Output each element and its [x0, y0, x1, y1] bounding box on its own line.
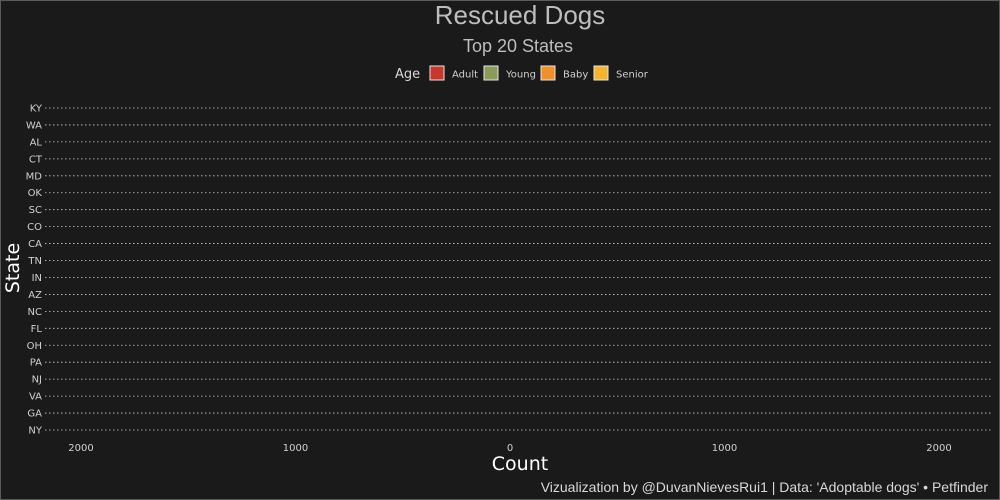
x-tick-4: 2000 — [926, 443, 951, 454]
y-tick-sc: SC — [29, 205, 42, 216]
y-tick-md: MD — [26, 171, 43, 182]
y-tick-in: IN — [32, 273, 42, 284]
x-tick-2: 0 — [507, 443, 513, 454]
y-tick-ca: CA — [28, 239, 42, 250]
y-tick-labels: KY WA AL CT MD OK SC CO CA TN IN AZ NC FL OH PA NJ VA GA NY — [26, 104, 43, 437]
legend-label-adult: Adult — [452, 70, 478, 81]
y-tick-al: AL — [30, 137, 43, 148]
legend-swatch-young — [483, 65, 499, 81]
x-tick-3: 1000 — [712, 443, 737, 454]
grid-layer — [45, 107, 993, 431]
y-tick-co: CO — [27, 222, 42, 233]
y-tick-ky: KY — [30, 104, 43, 115]
y-tick-nj: NJ — [32, 375, 42, 386]
y-tick-ga: GA — [27, 409, 42, 420]
chart-subtitle: Top 20 States — [463, 36, 573, 56]
legend-title: Age — [395, 67, 420, 82]
y-tick-oh: OH — [27, 341, 42, 352]
legend-label-senior: Senior — [616, 70, 649, 81]
y-tick-pa: PA — [30, 358, 42, 369]
chart-title: Rescued Dogs — [435, 0, 606, 30]
y-axis-title: State — [2, 243, 24, 293]
x-tick-labels: 2000 1000 0 1000 2000 — [68, 443, 951, 454]
y-tick-ok: OK — [28, 188, 43, 199]
y-tick-ct: CT — [29, 154, 43, 165]
legend-swatch-baby — [540, 65, 556, 81]
x-tick-1: 1000 — [283, 443, 308, 454]
y-tick-fl: FL — [31, 324, 43, 335]
x-axis-title: Count — [492, 453, 548, 475]
legend-label-young: Young — [505, 70, 536, 81]
y-tick-ny: NY — [28, 426, 42, 437]
x-tick-0: 2000 — [68, 443, 93, 454]
legend-swatch-adult — [429, 65, 445, 81]
legend-label-baby: Baby — [563, 70, 588, 81]
legend-swatch-senior — [593, 65, 609, 81]
y-tick-wa: WA — [26, 120, 42, 131]
y-tick-va: VA — [29, 392, 42, 403]
y-tick-az: AZ — [28, 290, 42, 301]
y-tick-tn: TN — [27, 256, 42, 267]
legend: Age Adult Young Baby Senior — [395, 65, 649, 82]
chart-caption: Vizualization by @DuvanNievesRui1 | Data… — [541, 479, 989, 495]
y-tick-nc: NC — [28, 307, 42, 318]
